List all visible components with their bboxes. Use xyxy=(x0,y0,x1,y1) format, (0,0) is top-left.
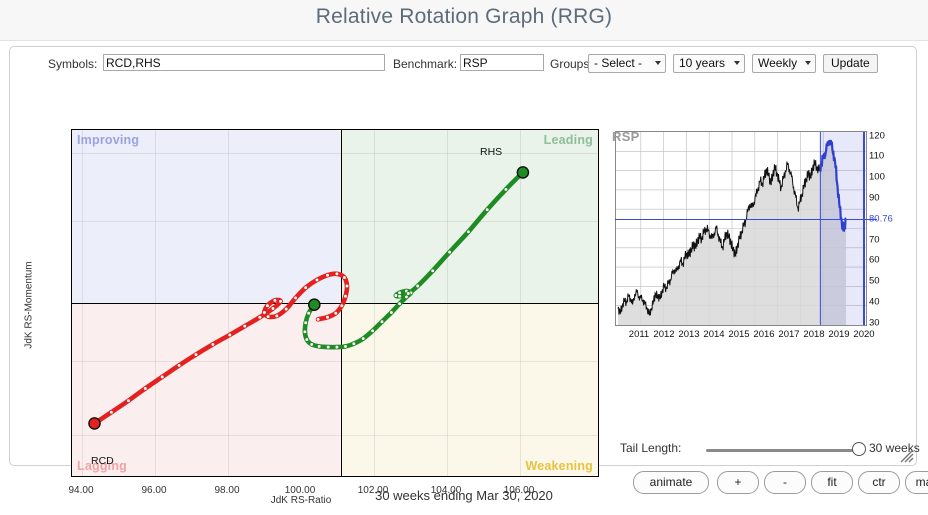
rrg-plot-area[interactable]: Improving Leading Lagging Weakening xyxy=(71,129,599,477)
mini-x-tick: 2016 xyxy=(753,329,775,340)
page-title: Relative Rotation Graph (RRG) xyxy=(315,5,613,28)
tail-length-value: 30 weeks xyxy=(869,441,920,455)
mini-y-tick: 100 xyxy=(869,171,885,183)
mini-x-tick: 2012 xyxy=(653,329,675,340)
interval-select-value: Weekly xyxy=(758,56,798,70)
mini-y-tick: 60 xyxy=(869,254,880,266)
mini-level-line xyxy=(615,219,877,220)
chevron-down-icon xyxy=(734,61,740,65)
mini-y-tick: 110 xyxy=(869,150,885,162)
x-tick-label: 106.00 xyxy=(503,485,535,496)
mini-y-tick: 120 xyxy=(869,130,885,142)
tail-length-control: Tail Length: 30 weeks xyxy=(620,439,920,459)
update-button[interactable]: Update xyxy=(823,54,878,73)
rrg-chart: JdK RS-Momentum 104.00 102.00 100.00 98.… xyxy=(21,81,599,506)
chevron-down-icon xyxy=(655,61,661,65)
symbols-input[interactable] xyxy=(103,54,385,71)
quadrant-lagging xyxy=(72,303,340,476)
x-tick-label: 94.00 xyxy=(68,485,94,496)
mini-x-tick: 2013 xyxy=(678,329,700,340)
gridline-horizontal xyxy=(72,361,598,362)
mini-level-value: 80.76 xyxy=(869,213,893,225)
quadrant-label-improving: Improving xyxy=(77,133,140,147)
chevron-down-icon xyxy=(805,61,811,65)
mini-x-tick: 2019 xyxy=(828,329,850,340)
series-label-rhs: RHS xyxy=(480,146,503,158)
chart-caption: 30 weeks ending Mar 30, 2020 xyxy=(375,488,553,503)
title-bar: Relative Rotation Graph (RRG) xyxy=(0,0,928,41)
tail-length-slider-handle[interactable] xyxy=(852,442,866,456)
resize-handle-icon[interactable] xyxy=(899,448,914,463)
mini-y-tick: 70 xyxy=(869,234,880,246)
benchmark-input[interactable] xyxy=(460,54,544,71)
mini-x-tick: 2018 xyxy=(803,329,825,340)
series-label-rcd: RCD xyxy=(91,455,114,467)
mini-x-tick: 2017 xyxy=(778,329,800,340)
gridline-horizontal xyxy=(72,435,598,436)
mini-y-tick: 90 xyxy=(869,192,880,204)
mini-x-tick: 2011 xyxy=(628,329,650,340)
rrg-panel: Symbols: Benchmark: Groups: - Select - 1… xyxy=(9,46,928,506)
mini-y-tick: 40 xyxy=(869,296,880,308)
center-button[interactable]: ctr xyxy=(858,471,900,494)
gridline-horizontal xyxy=(72,153,598,154)
toolbar: Symbols: Benchmark: Groups: - Select - 1… xyxy=(10,51,918,79)
benchmark-mini-chart: RSP 120 110 100 90 70 60 50 40 30 80.76 … xyxy=(606,127,896,352)
groups-label: Groups: xyxy=(550,57,593,71)
y-axis-title: JdK RS-Momentum xyxy=(23,261,35,349)
x-axis-title: JdK RS-Ratio xyxy=(270,495,332,506)
mini-chart-svg xyxy=(616,132,866,325)
groups-select[interactable]: - Select - xyxy=(588,54,666,73)
symbols-label: Symbols: xyxy=(48,57,98,71)
x-tick-label: 98.00 xyxy=(214,485,240,496)
benchmark-label: Benchmark: xyxy=(393,57,458,71)
fit-button[interactable]: fit xyxy=(811,471,853,494)
tail-length-slider[interactable] xyxy=(706,449,858,452)
tail-length-label: Tail Length: xyxy=(620,441,682,455)
zoom-in-button[interactable]: + xyxy=(717,471,759,494)
axis-horizontal-center xyxy=(72,303,598,304)
rrg-series-svg xyxy=(88,166,530,430)
x-tick-label: 104.00 xyxy=(430,485,462,496)
max-button[interactable]: max xyxy=(905,471,928,494)
range-select-value: 10 years xyxy=(679,56,726,70)
quadrant-leading xyxy=(339,130,598,303)
quadrant-weakening xyxy=(339,303,598,476)
gridline-horizontal xyxy=(72,221,598,222)
mini-chart-symbol-label: RSP xyxy=(612,129,640,144)
mini-x-tick: 2015 xyxy=(728,329,750,340)
mini-y-tick: 50 xyxy=(869,275,880,287)
x-tick-label: 96.00 xyxy=(141,485,167,496)
groups-select-value: - Select - xyxy=(594,56,643,70)
zoom-out-button[interactable]: - xyxy=(764,471,806,494)
range-select[interactable]: 10 years xyxy=(673,54,745,73)
quadrant-label-weakening: Weakening xyxy=(525,459,593,473)
quadrant-label-leading: Leading xyxy=(543,133,593,147)
mini-chart-plot-area[interactable] xyxy=(615,131,867,326)
quadrant-improving xyxy=(72,130,340,303)
animate-button[interactable]: animate xyxy=(633,471,709,494)
mini-x-tick: 2020 xyxy=(853,329,875,340)
quadrant-label-lagging: Lagging xyxy=(77,459,128,473)
x-tick-label: 100.00 xyxy=(284,485,316,496)
mini-x-tick: 2014 xyxy=(703,329,725,340)
mini-y-tick: 30 xyxy=(869,317,880,329)
x-tick-label: 102.00 xyxy=(357,485,389,496)
interval-select[interactable]: Weekly xyxy=(752,54,816,73)
